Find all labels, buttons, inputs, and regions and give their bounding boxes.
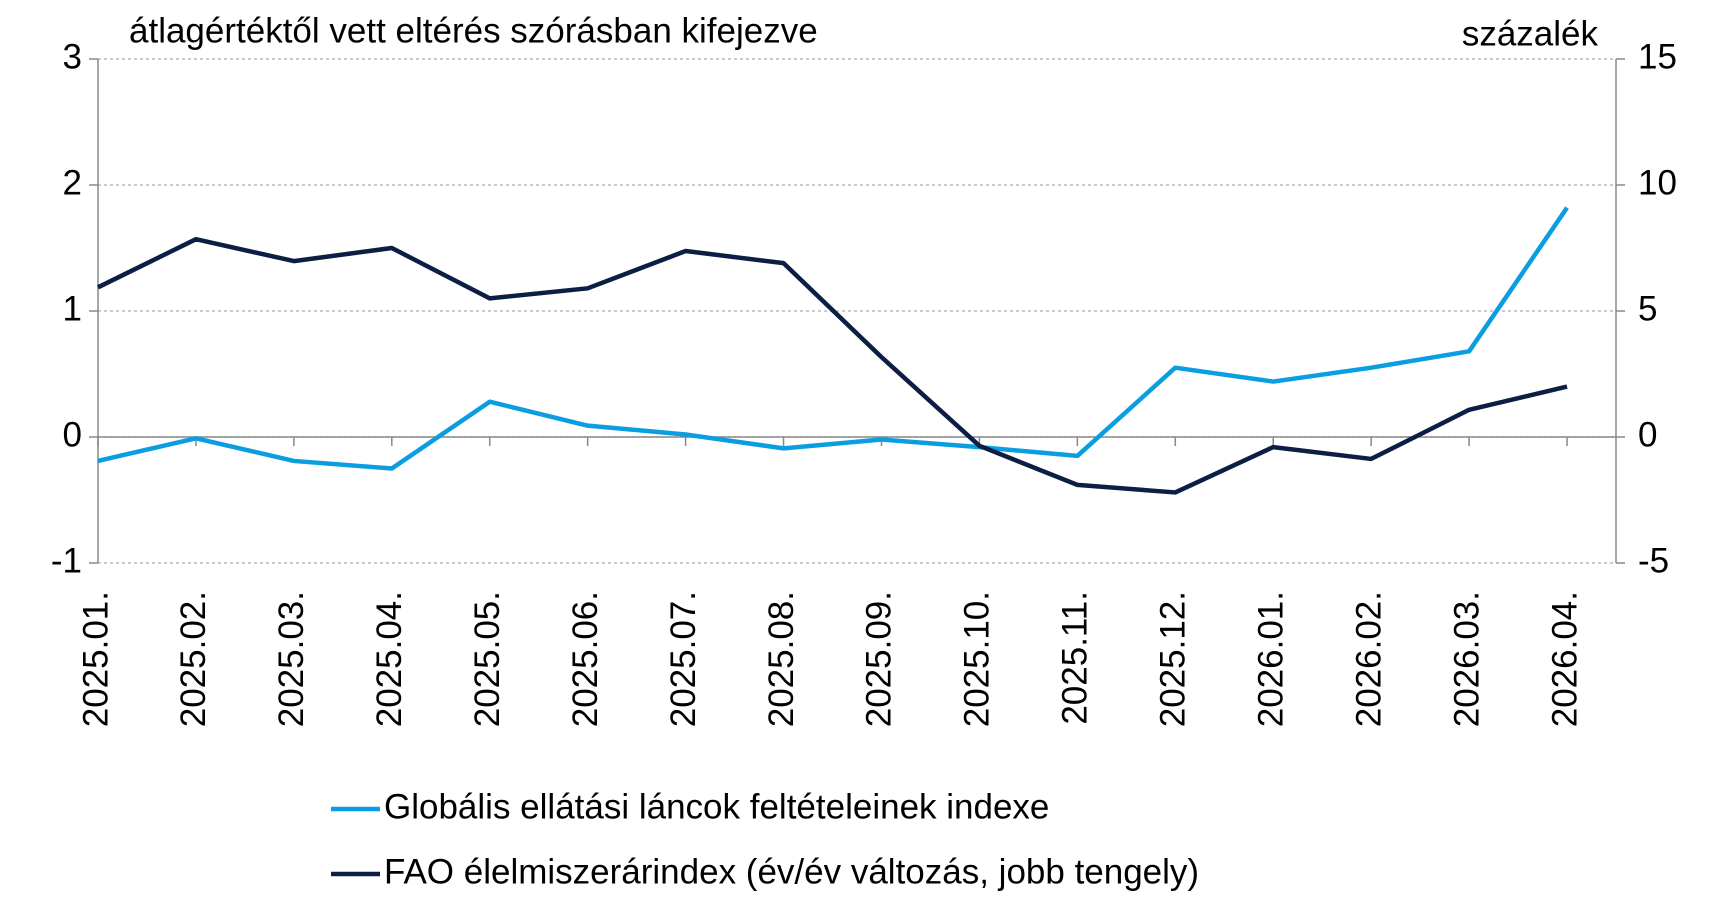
y-axis-title: átlagértéktől vett eltérés szórásban kif… [129, 11, 818, 50]
y-tick-label: 3 [63, 37, 82, 76]
x-tick-label: 2025.12. [1154, 591, 1193, 727]
y-tick-label: -1 [51, 541, 82, 580]
x-tick-label: 2025.09. [860, 591, 899, 727]
legend-label: Globális ellátási láncok feltételeinek i… [384, 787, 1049, 826]
series-line [97, 206, 1569, 471]
y-tick-label: 1 [63, 289, 82, 328]
x-tick-label: 2025.07. [664, 591, 703, 727]
x-tick-label: 2026.03. [1447, 591, 1486, 727]
x-tick-label: 2026.04. [1545, 591, 1584, 727]
x-tick-label: 2025.04. [370, 591, 409, 727]
y2-tick-label: 0 [1638, 415, 1657, 454]
x-tick-label: 2025.11. [1056, 591, 1095, 725]
y-tick-label: 2 [63, 163, 82, 202]
x-tick-label: 2025.10. [958, 591, 997, 727]
x-tick-label: 2025.06. [566, 591, 605, 727]
x-tick-label: 2025.02. [174, 591, 213, 727]
y2-tick-label: 5 [1638, 289, 1657, 328]
y2-tick-label: 15 [1638, 37, 1677, 76]
y-tick-label: 0 [63, 415, 82, 454]
y2-tick-label: 10 [1638, 163, 1677, 202]
x-tick-label: 2025.08. [762, 591, 801, 727]
series-line [97, 236, 1568, 495]
x-tick-label: 2025.03. [272, 591, 311, 727]
x-tick-label: 2026.02. [1349, 591, 1388, 727]
y2-tick-label: -5 [1638, 541, 1669, 580]
legend-label: FAO élelmiszerárindex (év/év változás, j… [384, 852, 1199, 891]
y2-axis-title: százalék [1462, 14, 1599, 53]
x-tick-label: 2025.01. [76, 591, 115, 727]
x-tick-label: 2025.05. [468, 591, 507, 727]
x-tick-label: 2026.01. [1251, 591, 1290, 727]
